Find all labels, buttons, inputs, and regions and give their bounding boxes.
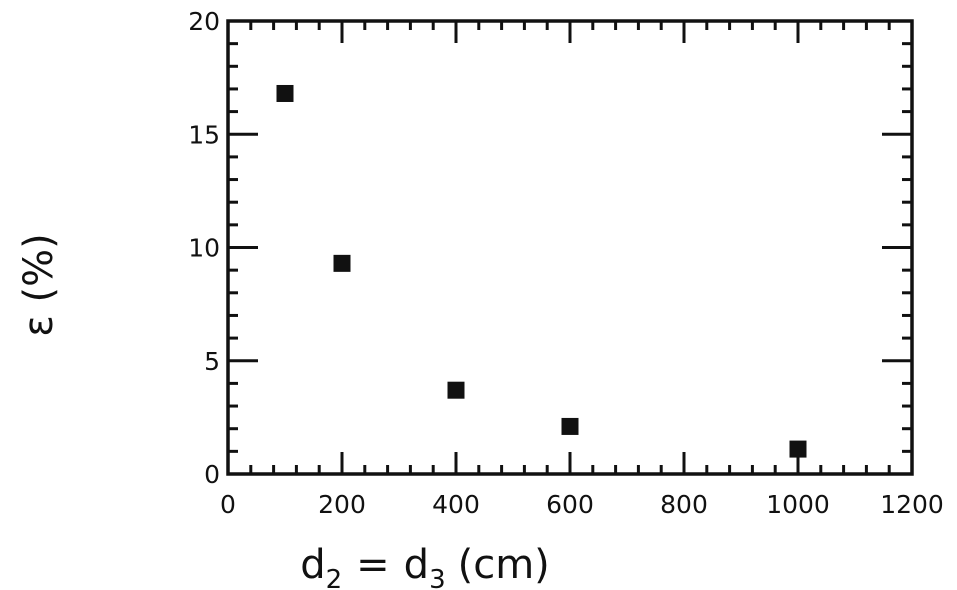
x-tick-label: 800 <box>660 490 708 519</box>
data-point <box>333 254 351 272</box>
x-tick-labels: 0 200 400 600 800 1000 1200 <box>220 490 944 519</box>
y-tick-label: 5 <box>204 347 220 376</box>
x-axis-label: d2 = d3 (cm) <box>300 542 550 590</box>
x-axis-label-eq: = <box>356 542 390 588</box>
data-point <box>447 381 465 399</box>
x-axis-label-sub2: 3 <box>429 565 446 590</box>
y-tick-label: 20 <box>188 7 220 36</box>
x-tick-label: 600 <box>546 490 594 519</box>
y-tick-label: 15 <box>188 120 220 149</box>
x-tick-label: 1000 <box>766 490 830 519</box>
y-tick-labels: 0 5 10 15 20 <box>188 7 220 489</box>
x-axis-label-sub1: 2 <box>326 565 343 590</box>
y-tick-label: 10 <box>188 234 220 263</box>
x-axis-label-d1: d <box>300 542 325 588</box>
plot-frame <box>226 19 914 476</box>
x-tick-label: 200 <box>318 490 366 519</box>
data-point <box>561 417 579 435</box>
data-point <box>789 440 807 458</box>
x-axis-label-unit: (cm) <box>458 542 550 588</box>
y-tick-label: 0 <box>204 460 220 489</box>
y-axis-label: ε (%) <box>16 233 62 337</box>
data-point <box>276 84 294 102</box>
x-axis-label-d2: d <box>404 542 429 588</box>
axis-ticks <box>228 21 912 474</box>
data-points <box>276 84 807 458</box>
x-tick-label: 0 <box>220 490 236 519</box>
x-tick-label: 1200 <box>880 490 944 519</box>
x-tick-label: 400 <box>432 490 480 519</box>
